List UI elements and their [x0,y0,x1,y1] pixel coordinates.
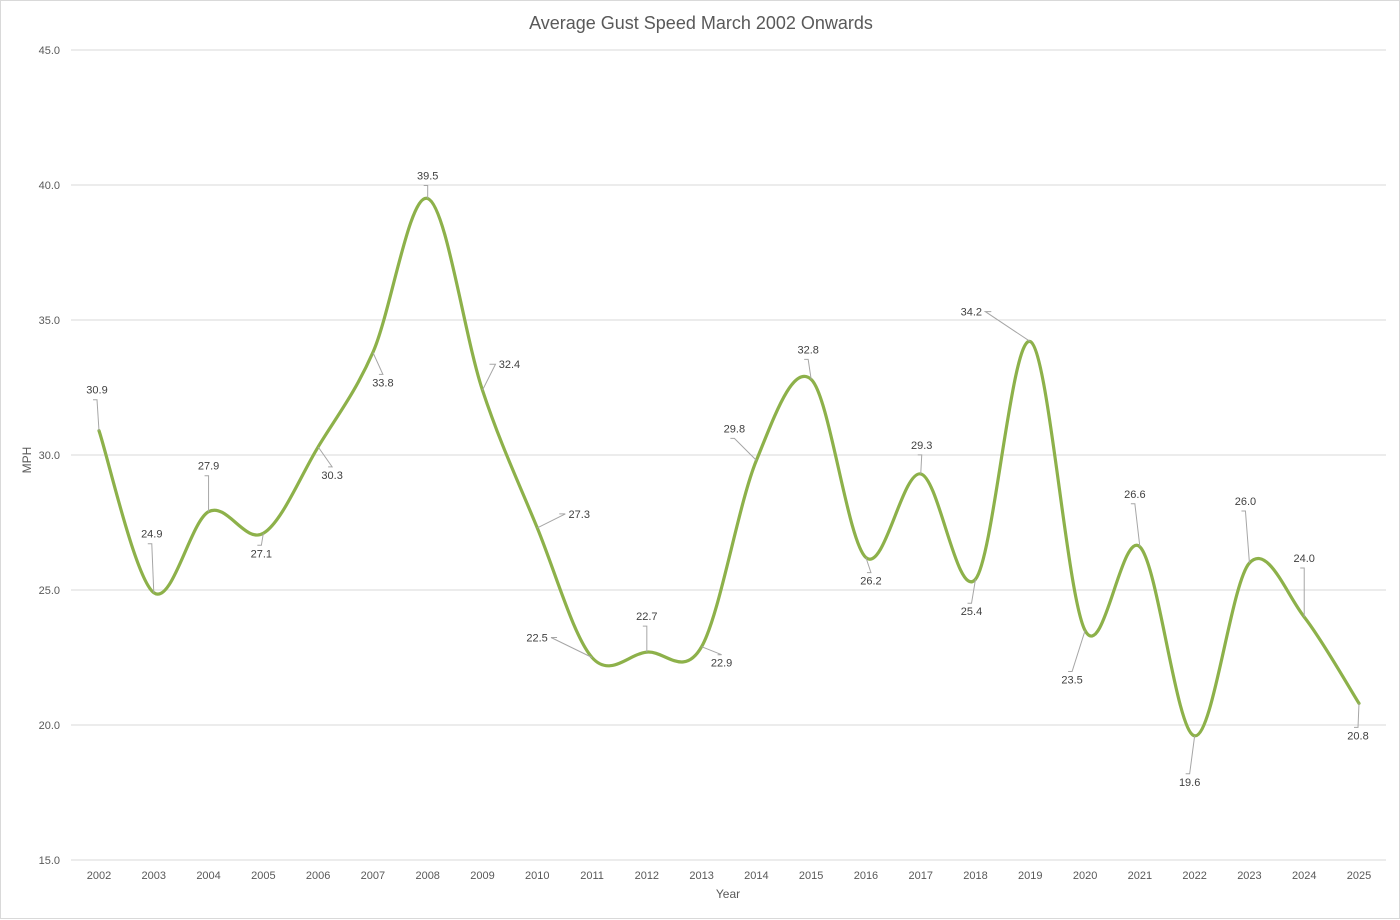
data-label: 39.5 [417,171,438,183]
x-tick-label: 2012 [635,870,659,882]
gridlines [71,49,1386,861]
y-axis-ticks: 15.0 20.0 25.0 30.0 35.0 40.0 45.0 [39,45,60,867]
data-label: 27.9 [198,461,219,473]
data-label-leader [1068,630,1086,672]
data-label-leader [257,533,264,546]
data-label-leaders [93,185,1360,775]
data-label: 25.4 [961,606,982,618]
data-label-leader [701,646,722,656]
x-tick-label: 2011 [580,870,604,882]
data-label-leader [917,454,923,474]
data-label: 26.6 [1124,489,1145,501]
x-tick-label: 2017 [908,870,932,882]
data-label-leader [642,625,648,653]
data-label: 33.8 [372,377,393,389]
y-tick-label: 35.0 [39,315,60,327]
x-tick-label: 2010 [525,870,549,882]
x-tick-label: 2009 [470,870,494,882]
x-tick-label: 2013 [689,870,713,882]
data-label: 29.3 [911,440,932,452]
x-tick-label: 2014 [744,870,768,882]
x-tick-label: 2008 [415,870,439,882]
data-label-leader [1130,503,1141,547]
y-tick-label: 25.0 [39,585,60,597]
data-label-leader [482,363,497,391]
data-label: 26.0 [1235,496,1256,508]
data-label-leader [1185,735,1196,775]
x-tick-label: 2019 [1018,870,1042,882]
data-label: 30.3 [321,470,342,482]
x-tick-label: 2015 [799,870,823,882]
series-layer [97,196,1361,738]
data-label-leader [372,352,384,375]
chart-title: Average Gust Speed March 2002 Onwards [529,13,873,33]
data-label-leader [1300,567,1305,617]
y-axis-label: MPH [20,447,34,474]
x-tick-label: 2018 [963,870,987,882]
data-label: 27.1 [251,548,272,560]
x-tick-label: 2023 [1237,870,1261,882]
data-label-leader [537,513,566,529]
data-label-leader [865,557,872,574]
data-label-leader [730,437,757,461]
x-tick-label: 2006 [306,870,330,882]
data-label-leader [550,637,593,658]
x-tick-label: 2020 [1073,870,1097,882]
data-label: 24.0 [1294,553,1315,565]
data-label: 30.9 [86,385,107,397]
data-label: 19.6 [1179,777,1200,789]
data-label-leader [204,475,210,512]
data-label-leader [967,579,977,604]
data-label-leader [423,185,429,199]
x-tick-label: 2022 [1182,870,1206,882]
data-label: 29.8 [724,423,745,435]
x-axis-label: Year [716,887,740,901]
y-tick-label: 30.0 [39,450,60,462]
data-label-leader [147,543,155,593]
x-tick-label: 2025 [1347,870,1371,882]
x-tick-label: 2016 [854,870,878,882]
data-label-leader [804,358,812,380]
x-tick-label: 2024 [1292,870,1316,882]
data-label: 23.5 [1061,675,1082,687]
data-label: 32.8 [797,344,818,356]
x-tick-label: 2004 [196,870,220,882]
data-label: 26.2 [860,576,881,588]
data-label: 32.4 [499,359,520,371]
data-label: 24.9 [141,529,162,541]
x-tick-label: 2007 [361,870,385,882]
data-label-leader [317,446,334,468]
y-tick-label: 40.0 [39,180,60,192]
data-label: 22.9 [711,658,732,670]
x-tick-label: 2002 [87,870,111,882]
y-tick-label: 45.0 [39,45,60,57]
data-labels: 30.9 24.9 27.9 27.1 30.3 33.8 39.5 32.4 27.3 22.5… [86,171,1368,789]
data-label: 27.3 [569,509,590,521]
data-label: 22.5 [526,633,547,645]
data-label-leader [93,399,100,431]
x-tick-label: 2021 [1128,870,1152,882]
data-label: 20.8 [1347,730,1368,742]
series-line [97,196,1361,738]
data-label: 22.7 [636,611,657,623]
y-tick-label: 15.0 [39,855,60,867]
data-label-leader [983,311,1031,343]
x-tick-label: 2005 [251,870,275,882]
x-axis-ticks: 2002 2003 2004 2005 2006 2007 2008 2009 2010 2011… [87,870,1371,882]
data-label-leader [1241,510,1250,564]
data-label: 34.2 [961,307,982,319]
y-tick-label: 20.0 [39,720,60,732]
data-label-leader [1354,703,1360,728]
x-tick-label: 2003 [142,870,166,882]
